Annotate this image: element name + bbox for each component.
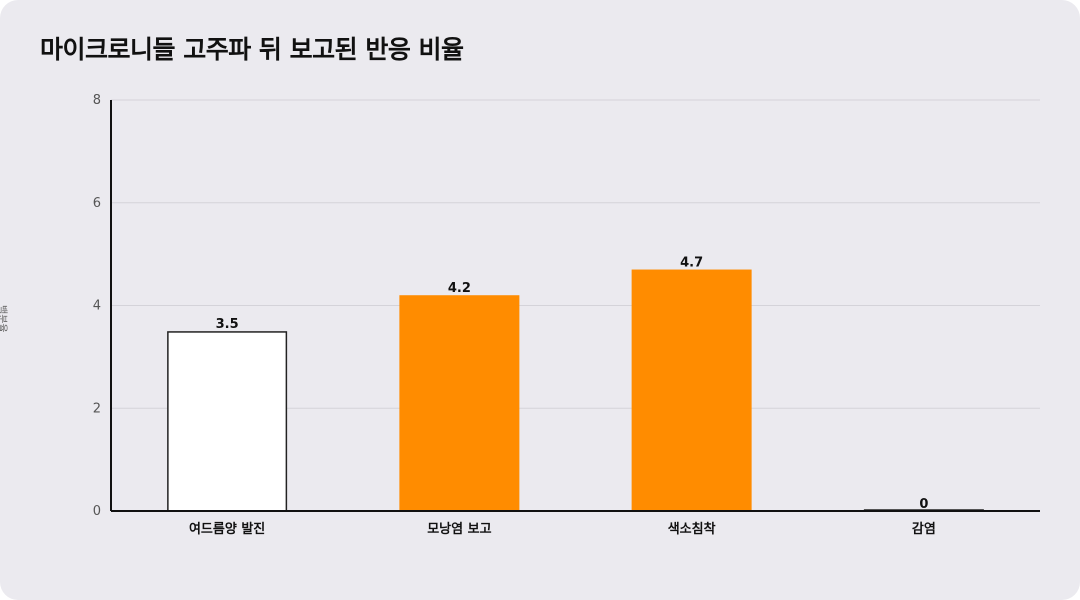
y-tick-label: 8: [93, 93, 101, 108]
x-tick-label: 모낭염 보고: [427, 521, 491, 537]
data-label: 4.7: [680, 256, 703, 271]
data-label: 0: [919, 497, 928, 512]
x-tick-label: 여드름양 발진: [189, 521, 265, 537]
data-label: 4.2: [448, 281, 471, 296]
x-tick-label: 감염: [912, 521, 936, 537]
y-tick-label: 6: [93, 196, 101, 211]
bar: [399, 295, 520, 511]
y-tick-label: 2: [93, 401, 101, 416]
bar: [631, 269, 752, 511]
y-tick-label: 4: [93, 299, 101, 314]
x-tick-label: 색소침착: [668, 521, 716, 537]
data-label: 3.5: [216, 317, 239, 332]
bar: [167, 331, 288, 512]
chart-title: 마이크로니들 고주파 뒤 보고된 반응 비율: [40, 35, 464, 64]
y-tick-label: 0: [93, 504, 101, 519]
